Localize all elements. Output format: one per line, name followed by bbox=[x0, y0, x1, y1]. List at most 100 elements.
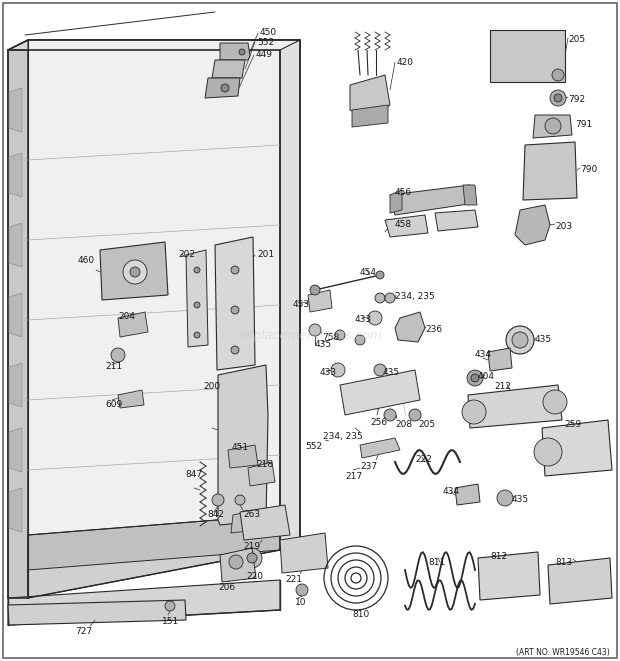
Polygon shape bbox=[248, 462, 275, 486]
Text: 204: 204 bbox=[118, 312, 135, 321]
Circle shape bbox=[235, 495, 245, 505]
Text: 218: 218 bbox=[256, 460, 273, 469]
Text: 450: 450 bbox=[260, 28, 277, 37]
Circle shape bbox=[550, 90, 566, 106]
Polygon shape bbox=[9, 223, 22, 267]
Polygon shape bbox=[240, 505, 290, 540]
Circle shape bbox=[231, 306, 239, 314]
Polygon shape bbox=[218, 365, 268, 525]
Text: 211: 211 bbox=[105, 362, 122, 371]
Polygon shape bbox=[490, 30, 565, 82]
Circle shape bbox=[462, 400, 486, 424]
Circle shape bbox=[376, 271, 384, 279]
Text: 433: 433 bbox=[320, 368, 337, 377]
Text: 552: 552 bbox=[305, 442, 322, 451]
Circle shape bbox=[309, 324, 321, 336]
Circle shape bbox=[368, 311, 382, 325]
Circle shape bbox=[194, 267, 200, 273]
Polygon shape bbox=[186, 250, 208, 347]
Polygon shape bbox=[390, 185, 475, 215]
Text: 151: 151 bbox=[162, 617, 179, 626]
Text: 206: 206 bbox=[218, 583, 235, 592]
Circle shape bbox=[242, 548, 262, 568]
Polygon shape bbox=[28, 520, 280, 598]
Text: 758: 758 bbox=[322, 333, 339, 342]
Text: 259: 259 bbox=[564, 420, 581, 429]
Text: 792: 792 bbox=[568, 95, 585, 104]
Circle shape bbox=[221, 84, 229, 92]
Circle shape bbox=[123, 260, 147, 284]
Polygon shape bbox=[28, 40, 300, 598]
Text: ReplacementParts.com: ReplacementParts.com bbox=[237, 329, 383, 342]
Circle shape bbox=[543, 390, 567, 414]
Circle shape bbox=[497, 490, 513, 506]
Text: 790: 790 bbox=[580, 165, 597, 174]
Circle shape bbox=[130, 267, 140, 277]
Circle shape bbox=[194, 332, 200, 338]
Text: 434: 434 bbox=[443, 487, 460, 496]
Polygon shape bbox=[9, 363, 22, 407]
Text: 791: 791 bbox=[575, 120, 592, 129]
Text: 219: 219 bbox=[243, 542, 260, 551]
Circle shape bbox=[374, 364, 386, 376]
Polygon shape bbox=[523, 142, 577, 200]
Text: 811: 811 bbox=[428, 558, 445, 567]
Text: 727: 727 bbox=[75, 627, 92, 636]
Circle shape bbox=[331, 363, 345, 377]
Text: 449: 449 bbox=[256, 50, 273, 59]
Text: 221: 221 bbox=[285, 575, 302, 584]
Polygon shape bbox=[8, 600, 186, 625]
Text: 451: 451 bbox=[232, 443, 249, 452]
Polygon shape bbox=[100, 242, 168, 300]
Text: 458: 458 bbox=[395, 220, 412, 229]
Polygon shape bbox=[9, 428, 22, 472]
Text: 237: 237 bbox=[360, 462, 377, 471]
Circle shape bbox=[165, 601, 175, 611]
Text: 217: 217 bbox=[345, 472, 362, 481]
Polygon shape bbox=[385, 215, 428, 237]
Polygon shape bbox=[8, 40, 28, 598]
Polygon shape bbox=[9, 153, 22, 197]
Polygon shape bbox=[280, 533, 328, 573]
Polygon shape bbox=[215, 237, 255, 370]
Polygon shape bbox=[390, 190, 402, 213]
Text: 205: 205 bbox=[568, 35, 585, 44]
Polygon shape bbox=[468, 385, 562, 428]
Text: 234, 235: 234, 235 bbox=[395, 292, 435, 301]
Circle shape bbox=[385, 293, 395, 303]
Circle shape bbox=[247, 553, 257, 563]
Polygon shape bbox=[548, 558, 612, 604]
Text: 420: 420 bbox=[397, 58, 414, 67]
Polygon shape bbox=[308, 290, 332, 312]
Polygon shape bbox=[212, 60, 245, 78]
Polygon shape bbox=[542, 420, 612, 476]
Polygon shape bbox=[455, 484, 480, 505]
Polygon shape bbox=[350, 75, 390, 120]
Polygon shape bbox=[118, 390, 144, 408]
Circle shape bbox=[231, 346, 239, 354]
Polygon shape bbox=[395, 312, 425, 342]
Polygon shape bbox=[435, 210, 478, 231]
Text: 433: 433 bbox=[355, 315, 372, 324]
Polygon shape bbox=[8, 40, 300, 50]
Polygon shape bbox=[352, 105, 388, 127]
Text: 404: 404 bbox=[478, 372, 495, 381]
Circle shape bbox=[239, 49, 245, 55]
Text: 256: 256 bbox=[370, 418, 387, 427]
Text: 202: 202 bbox=[178, 250, 195, 259]
Circle shape bbox=[552, 69, 564, 81]
Text: 456: 456 bbox=[395, 188, 412, 197]
Polygon shape bbox=[488, 348, 512, 371]
Circle shape bbox=[335, 330, 345, 340]
Text: 236: 236 bbox=[425, 325, 442, 334]
Polygon shape bbox=[205, 78, 240, 98]
Text: 212: 212 bbox=[494, 382, 511, 391]
Polygon shape bbox=[220, 548, 256, 582]
Circle shape bbox=[310, 285, 320, 295]
Text: (ART NO. WR19546 C43): (ART NO. WR19546 C43) bbox=[516, 648, 610, 657]
Text: 842: 842 bbox=[207, 510, 224, 519]
Polygon shape bbox=[360, 438, 400, 458]
Circle shape bbox=[229, 555, 243, 569]
Text: 435: 435 bbox=[383, 368, 400, 377]
Polygon shape bbox=[231, 510, 258, 533]
